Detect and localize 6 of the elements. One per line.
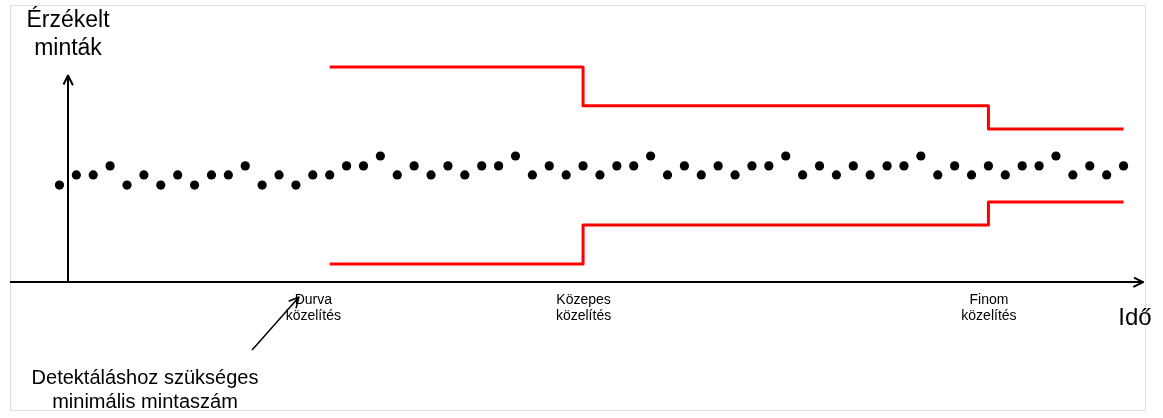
text: Detektáláshoz szükséges minimális mintaszám: [31, 366, 259, 413]
x-axis-title: Idő: [1118, 303, 1152, 331]
x-tick-label: Durva közelítés: [285, 290, 341, 323]
y-axis-title: Érzékelt minták: [26, 6, 111, 60]
x-tick-label: Finom közelítés: [961, 290, 1017, 323]
x-tick-label: Közepes közelítés: [555, 290, 612, 323]
